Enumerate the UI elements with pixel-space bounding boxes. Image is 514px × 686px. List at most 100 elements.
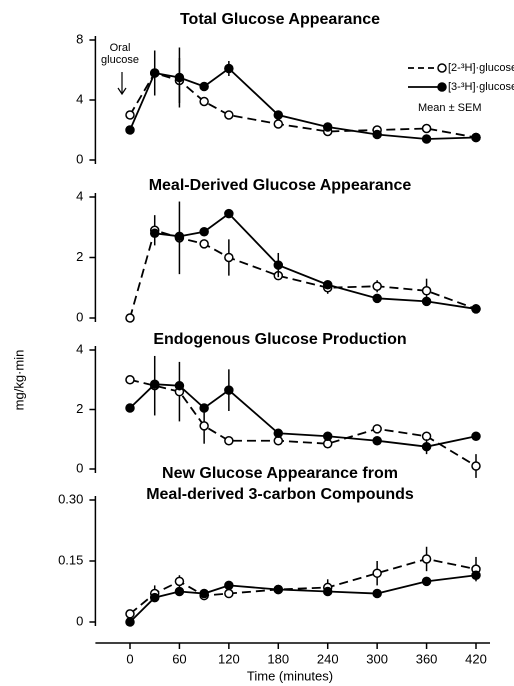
data-point xyxy=(322,279,333,290)
data-point xyxy=(224,110,234,120)
data-point xyxy=(174,576,185,587)
data-point xyxy=(224,63,234,74)
y-tick-label: 0 xyxy=(76,460,83,475)
x-tick-label: 0 xyxy=(126,651,133,666)
data-point xyxy=(372,435,382,446)
data-point xyxy=(471,461,481,471)
series-line xyxy=(129,383,477,448)
data-point xyxy=(421,296,432,307)
annotation: glucose xyxy=(101,54,139,66)
data-point xyxy=(125,110,135,120)
data-point xyxy=(273,119,284,129)
data-point xyxy=(174,586,185,597)
y-tick-label: 4 xyxy=(76,91,83,106)
y-tick-label: 0 xyxy=(76,613,83,628)
data-point xyxy=(174,231,185,242)
data-point xyxy=(372,568,382,578)
data-point xyxy=(372,293,382,304)
data-point xyxy=(199,227,209,237)
data-point xyxy=(224,588,234,599)
legend-marker xyxy=(437,63,447,73)
legend-marker xyxy=(437,82,447,92)
data-point xyxy=(199,81,209,92)
data-point xyxy=(199,403,209,413)
data-point xyxy=(372,588,382,599)
y-tick-label: 0.30 xyxy=(58,491,83,506)
data-point xyxy=(125,375,135,385)
data-point xyxy=(322,431,333,442)
y-tick-label: 8 xyxy=(76,31,83,46)
data-point xyxy=(199,588,209,599)
data-point xyxy=(471,304,481,314)
annotation: Oral xyxy=(110,42,131,54)
x-tick-label: 420 xyxy=(465,651,487,666)
data-point xyxy=(471,431,481,442)
data-point xyxy=(421,431,432,442)
data-point xyxy=(199,421,209,431)
data-point xyxy=(125,313,135,323)
data-point xyxy=(125,403,135,413)
series-line xyxy=(129,558,477,615)
data-point xyxy=(149,379,160,389)
data-point xyxy=(125,609,135,619)
data-point xyxy=(471,132,481,143)
data-point xyxy=(421,123,432,134)
data-point xyxy=(322,122,333,132)
data-point xyxy=(149,228,160,239)
data-point xyxy=(421,286,432,296)
chart-title: Endogenous Glucose Production xyxy=(153,331,406,348)
data-point xyxy=(199,96,209,107)
data-point xyxy=(273,428,284,439)
data-point xyxy=(322,586,333,597)
data-point xyxy=(125,125,135,135)
legend-note: Mean ± SEM xyxy=(418,102,482,114)
annotation-arrow xyxy=(117,72,127,96)
x-tick-label: 60 xyxy=(172,651,186,666)
data-point xyxy=(224,580,234,591)
data-point xyxy=(224,385,234,395)
data-point xyxy=(224,252,234,263)
x-tick-label: 180 xyxy=(267,651,289,666)
legend-label: [2-³H]·glucose xyxy=(448,62,514,74)
data-point xyxy=(421,554,432,564)
data-point xyxy=(224,208,234,219)
y-tick-label: 4 xyxy=(76,341,83,356)
data-point xyxy=(199,239,209,249)
x-axis-label: Time (minutes) xyxy=(247,668,333,683)
y-tick-label: 0 xyxy=(76,151,83,166)
chart-title: New Glucose Appearance from xyxy=(162,465,398,482)
data-point xyxy=(471,570,481,580)
x-tick-label: 240 xyxy=(317,651,339,666)
series-line xyxy=(129,67,477,140)
chart-title: Meal-Derived Glucose Appearance xyxy=(149,177,412,194)
x-tick-label: 120 xyxy=(218,651,240,666)
legend-label: [3-³H]·glucose xyxy=(448,81,514,93)
data-point xyxy=(174,380,185,391)
data-point xyxy=(372,129,382,140)
y-tick-label: 4 xyxy=(76,188,83,203)
series-line xyxy=(129,71,477,139)
y-tick-label: 2 xyxy=(76,249,83,264)
y-tick-label: 0.15 xyxy=(58,552,83,567)
x-tick-label: 360 xyxy=(416,651,438,666)
data-point xyxy=(421,134,432,144)
data-point xyxy=(273,584,284,595)
data-point xyxy=(273,260,284,270)
chart-title: Total Glucose Appearance xyxy=(180,11,380,28)
data-point xyxy=(224,435,234,446)
x-tick-label: 300 xyxy=(366,651,388,666)
chart-title: Meal-derived 3-carbon Compounds xyxy=(146,486,414,503)
data-point xyxy=(149,592,160,603)
series-line xyxy=(129,378,477,467)
y-tick-label: 0 xyxy=(76,309,83,324)
y-tick-label: 2 xyxy=(76,401,83,416)
data-point xyxy=(174,72,185,83)
data-point xyxy=(125,617,135,627)
data-point xyxy=(149,68,160,78)
data-point xyxy=(273,110,284,120)
y-axis-label: mg/kg·min xyxy=(11,350,26,411)
data-point xyxy=(421,441,432,452)
data-point xyxy=(372,281,382,291)
data-point xyxy=(372,424,382,434)
